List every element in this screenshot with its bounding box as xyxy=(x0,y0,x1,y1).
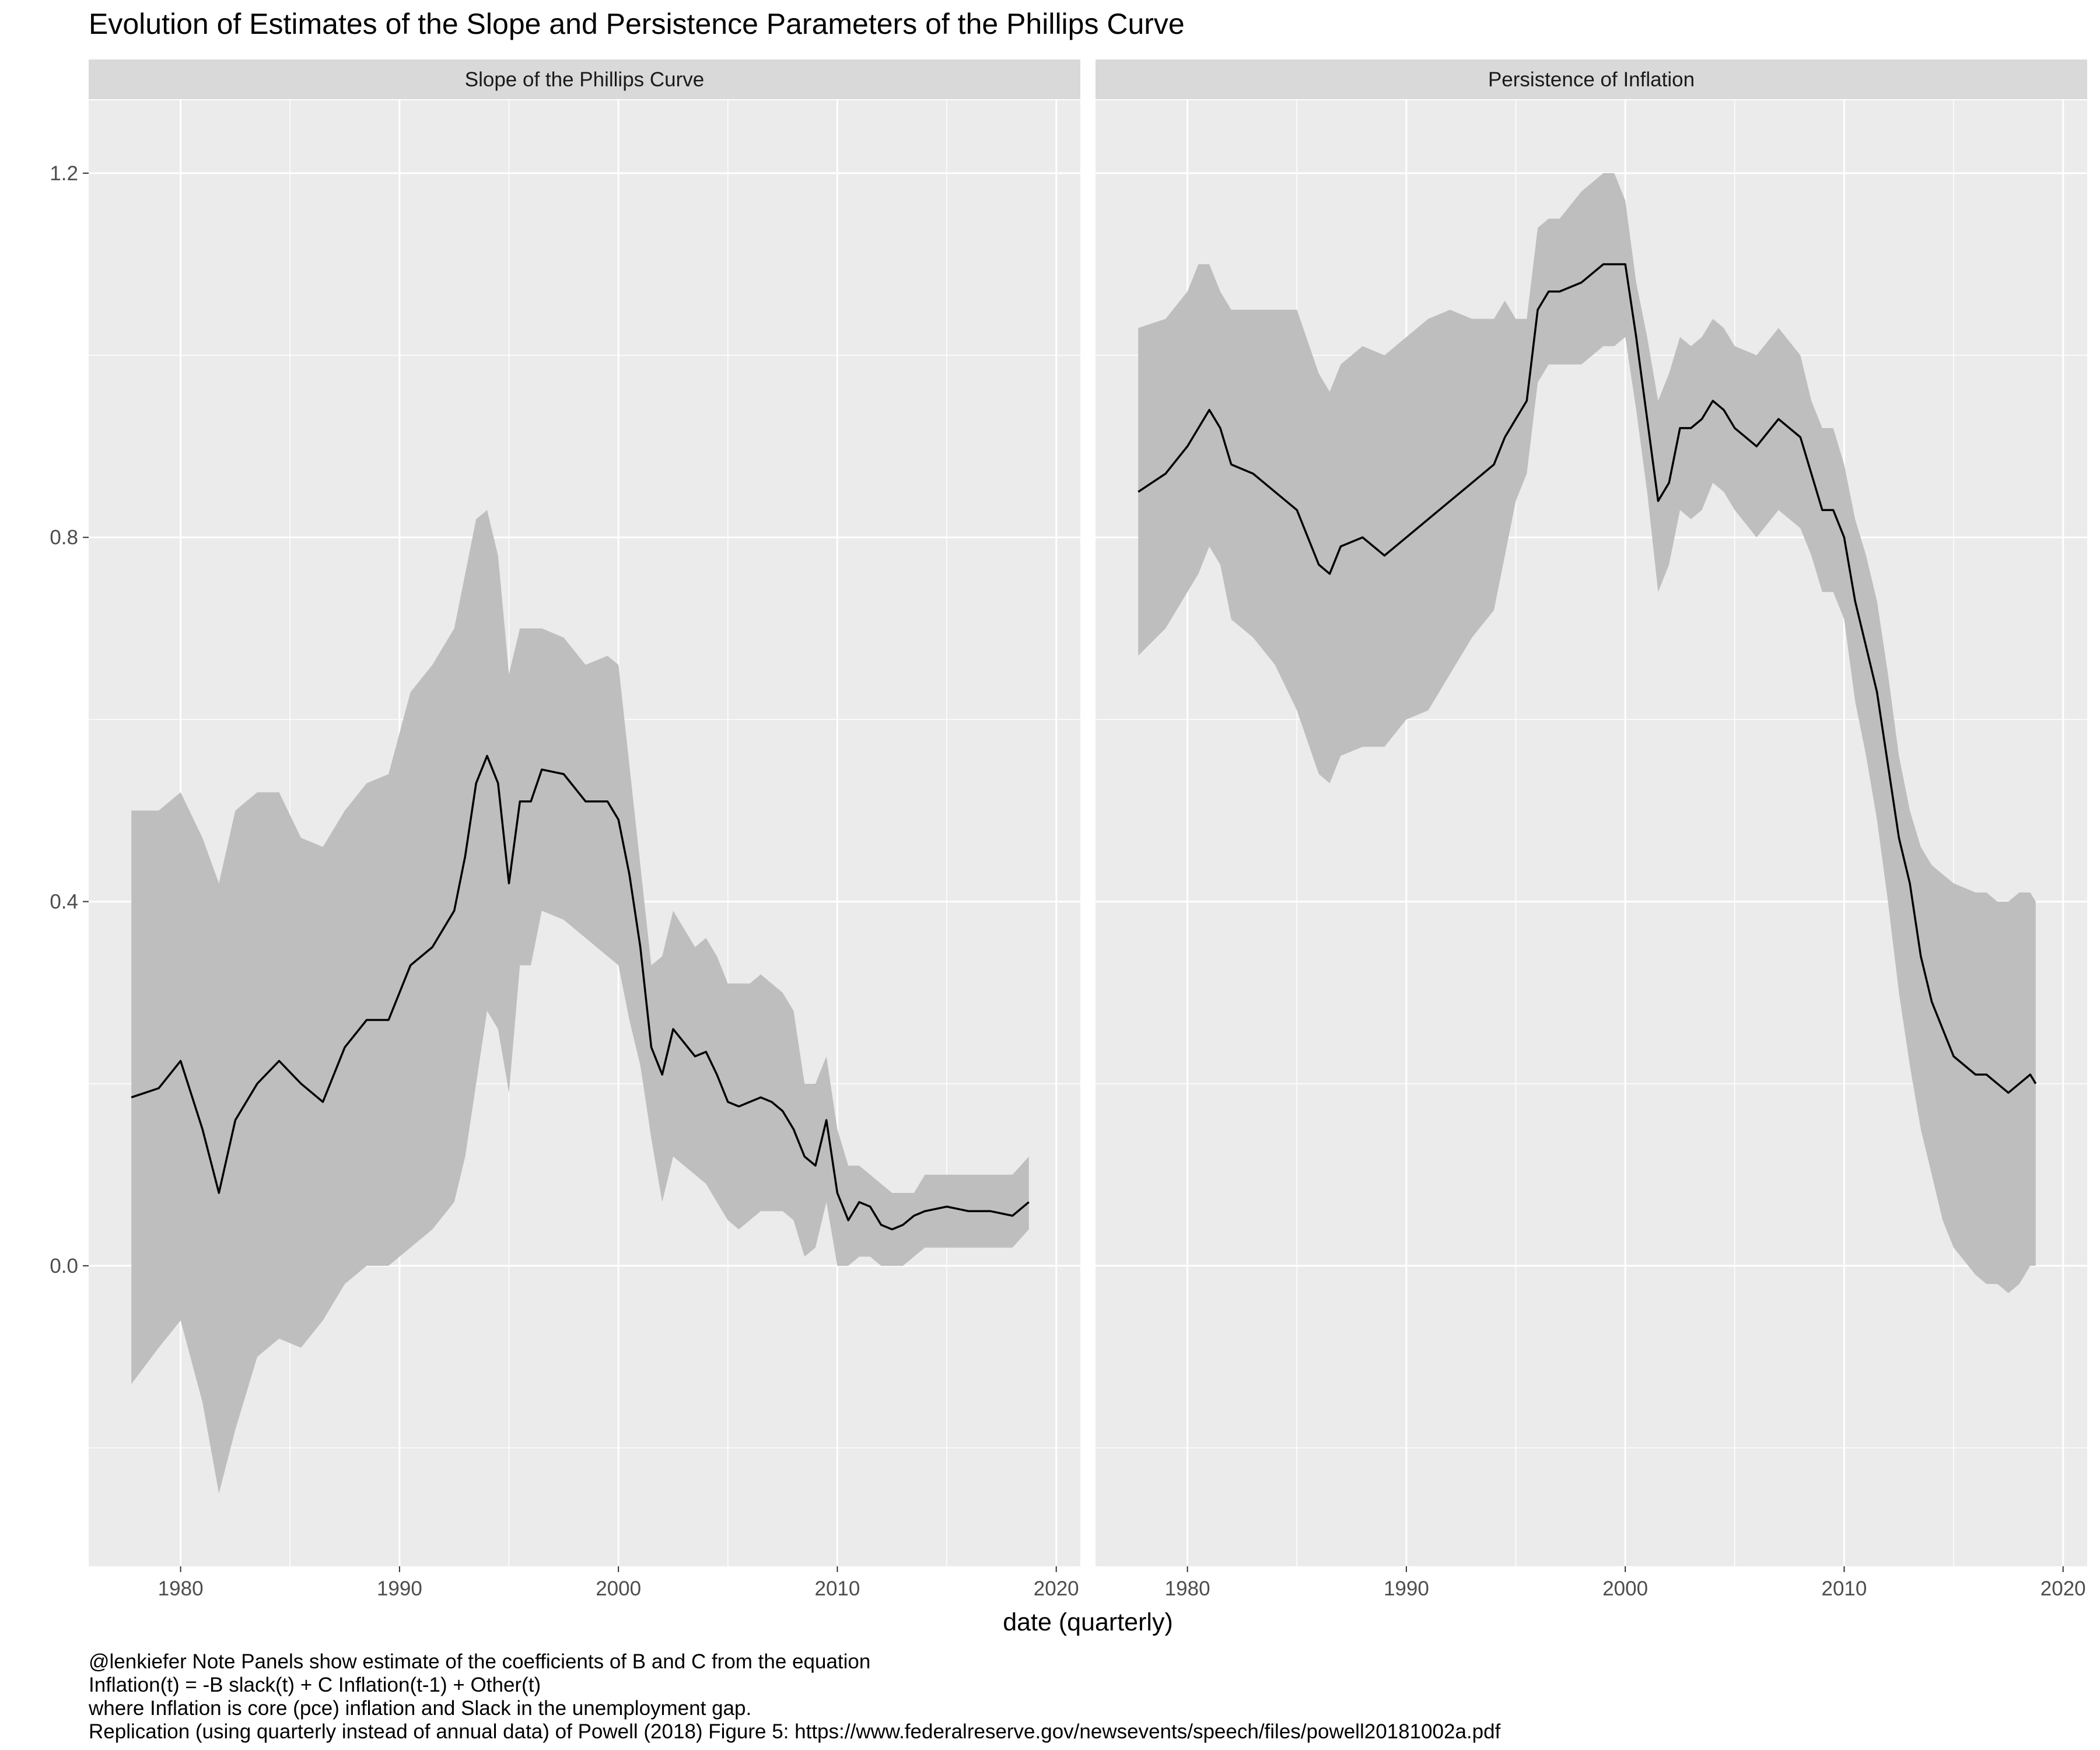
panel-marks xyxy=(1138,173,2037,1293)
x-tick-label: 2010 xyxy=(1822,1577,1867,1600)
y-tick-label: 0.8 xyxy=(50,526,78,549)
panel-strip-label: Slope of the Phillips Curve xyxy=(465,68,705,91)
y-tick-label: 0.4 xyxy=(50,891,78,914)
chart-title: Evolution of Estimates of the Slope and … xyxy=(89,8,1185,40)
x-tick-label: 2020 xyxy=(2041,1577,2086,1600)
panel-slope-of-phillips-curve: Slope of the Phillips Curve xyxy=(89,60,1080,1566)
x-tick-label: 2000 xyxy=(1602,1577,1648,1600)
caption-line-1: @lenkiefer Note Panels show estimate of … xyxy=(89,1650,870,1673)
estimate-line xyxy=(1138,263,2037,1094)
caption-line-3: where Inflation is core (pce) inflation … xyxy=(88,1697,751,1720)
y-tick-label: 0.0 xyxy=(50,1255,78,1278)
confidence-band xyxy=(1138,173,2036,1293)
x-tick-label: 1990 xyxy=(377,1577,422,1600)
panel-persistence-of-inflation: Persistence of Inflation xyxy=(1096,60,2087,1566)
panel-strip-label: Persistence of Inflation xyxy=(1488,68,1695,91)
caption-line-2: Inflation(t) = -B slack(t) + C Inflation… xyxy=(89,1674,541,1696)
caption-line-4: Replication (using quarterly instead of … xyxy=(89,1720,1501,1743)
x-tick-label: 1990 xyxy=(1384,1577,1429,1600)
x-axis-title: date (quarterly) xyxy=(1003,1608,1173,1636)
chart-caption: @lenkiefer Note Panels show estimate of … xyxy=(88,1650,1501,1743)
x-tick-label: 1980 xyxy=(1165,1577,1210,1600)
estimate-line xyxy=(131,755,1030,1231)
y-tick-label: 1.2 xyxy=(50,162,78,185)
x-axes: 1980 1990 2000 2010 2020 1980 1990 2000 2010 2020 xyxy=(158,1566,2086,1600)
confidence-band xyxy=(131,510,1029,1494)
x-tick-label: 1980 xyxy=(158,1577,204,1600)
panel-strip xyxy=(89,60,1080,99)
y-axis: 0.0 0.4 0.8 1.2 xyxy=(50,162,89,1278)
panel-strip xyxy=(1096,60,2087,99)
x-tick-label: 2010 xyxy=(815,1577,860,1600)
x-tick-label: 2000 xyxy=(596,1577,641,1600)
x-tick-label: 2020 xyxy=(1034,1577,1079,1600)
panel-marks xyxy=(131,510,1030,1494)
